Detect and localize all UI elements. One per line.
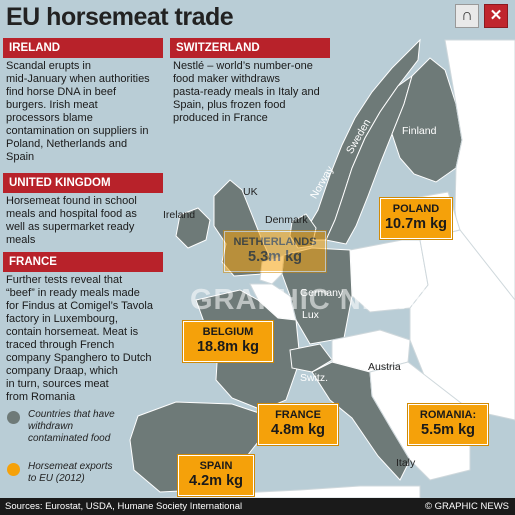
- text-line: “beef” in ready meals made: [6, 287, 140, 299]
- legend-exports-text: Horsemeat exports to EU (2012): [28, 461, 168, 485]
- label-lux: Lux: [302, 309, 319, 321]
- legend-line: Countries that have: [28, 409, 115, 420]
- legend-withdrawn-text: Countries that have withdrawn contaminat…: [28, 409, 168, 445]
- export-value: 4.2m kg: [189, 473, 243, 489]
- text-line: Further tests reveal that: [6, 274, 123, 286]
- ireland-text: Scandal erupts in mid-January when autho…: [6, 60, 166, 164]
- land-ireland: [175, 207, 211, 249]
- text-line: contain horsemeat. Meat is: [6, 326, 139, 338]
- text-line: Spain: [6, 151, 35, 163]
- text-line: company Spanghero to Dutch: [6, 352, 152, 364]
- label-austria: Austria: [368, 361, 401, 373]
- legend-exports-swatch: [7, 463, 20, 476]
- text-line: Horsemeat found in school: [6, 195, 137, 207]
- text-line: processors blame: [6, 112, 93, 124]
- magnet-button[interactable]: ∩: [455, 4, 479, 28]
- label-ireland: Ireland: [163, 209, 196, 221]
- copyright-text: © GRAPHIC NEWS: [424, 501, 509, 512]
- ireland-heading: IRELAND: [3, 38, 163, 58]
- export-country: FRANCE: [275, 409, 321, 421]
- legend-line: contaminated food: [28, 433, 111, 444]
- export-country: POLAND: [392, 203, 440, 215]
- export-belgium: BELGIUM 18.8m kg: [183, 321, 273, 362]
- export-value: 5.3m kg: [248, 249, 302, 265]
- text-line: traced through French: [6, 339, 115, 351]
- text-line: Spain, plus frozen food: [173, 99, 286, 111]
- export-poland: POLAND 10.7m kg: [380, 198, 452, 239]
- close-icon: ✕: [489, 7, 503, 24]
- text-line: for Findus at Comigel’s Tavola: [6, 300, 153, 312]
- text-line: in turn, sources meat: [6, 378, 109, 390]
- label-germany: Germany: [300, 287, 344, 299]
- export-country: NETHERLANDS: [233, 236, 317, 248]
- switzerland-heading: SWITZERLAND: [170, 38, 330, 58]
- export-country: SPAIN: [199, 460, 233, 472]
- close-button[interactable]: ✕: [484, 4, 508, 28]
- text-line: meals: [6, 234, 36, 246]
- page-title: EU horsemeat trade: [6, 3, 234, 31]
- uk-heading: UNITED KINGDOM: [3, 173, 163, 193]
- text-line: burgers. Irish meat: [6, 99, 98, 111]
- label-finland: Finland: [402, 125, 437, 137]
- land-switzerland: [289, 343, 333, 373]
- export-spain: SPAIN 4.2m kg: [178, 455, 254, 496]
- france-heading: FRANCE: [3, 252, 163, 272]
- text-line: Scandal erupts in: [6, 60, 91, 72]
- label-switz: Switz.: [300, 372, 329, 384]
- text-line: produced in France: [173, 112, 268, 124]
- switzerland-text: Nestlé – world’s number-one food maker w…: [173, 60, 333, 125]
- legend-line: to EU (2012): [28, 473, 85, 484]
- land-finland: [391, 57, 463, 183]
- magnet-icon: ∩: [461, 7, 473, 24]
- export-romania: ROMANIA: 5.5m kg: [408, 404, 488, 445]
- watermark: GRAPHIC NEWS: [190, 284, 431, 316]
- text-line: factory in Luxembourg,: [6, 313, 118, 325]
- legend-line: Horsemeat exports: [28, 461, 113, 472]
- text-line: well as supermarket ready: [6, 221, 135, 233]
- label-uk: UK: [243, 186, 258, 198]
- text-line: mid-January when authorities: [6, 73, 150, 85]
- footer: Sources: Eurostat, USDA, Humane Society …: [0, 498, 515, 515]
- france-text: Further tests reveal that “beef” in read…: [6, 274, 196, 404]
- export-value: 5.5m kg: [421, 422, 475, 438]
- text-line: meals and hospital food as: [6, 208, 137, 220]
- uk-text: Horsemeat found in school meals and hosp…: [6, 195, 166, 247]
- text-line: Nestlé – world’s number-one: [173, 60, 313, 72]
- text-line: find horse DNA in beef: [6, 86, 117, 98]
- export-value: 4.8m kg: [271, 422, 325, 438]
- export-netherlands: NETHERLANDS 5.3m kg: [224, 231, 326, 272]
- text-line: food maker withdraws: [173, 73, 280, 85]
- export-country: BELGIUM: [202, 326, 254, 338]
- legend-line: withdrawn: [28, 421, 74, 432]
- export-france: FRANCE 4.8m kg: [258, 404, 338, 445]
- sources-text: Sources: Eurostat, USDA, Humane Society …: [5, 501, 243, 512]
- label-denmark: Denmark: [265, 214, 308, 226]
- text-line: pasta-ready meals in Italy and: [173, 86, 320, 98]
- export-value: 10.7m kg: [384, 216, 448, 232]
- export-value: 18.8m kg: [196, 339, 260, 355]
- land-germany: [281, 247, 353, 345]
- text-line: Poland, Netherlands and: [6, 138, 128, 150]
- export-country: ROMANIA:: [419, 409, 477, 421]
- label-italy: Italy: [396, 457, 416, 469]
- text-line: from Romania: [6, 391, 76, 403]
- text-line: company Draap, which: [6, 365, 118, 377]
- legend-withdrawn-swatch: [7, 411, 20, 424]
- text-line: contamination on suppliers in: [6, 125, 149, 137]
